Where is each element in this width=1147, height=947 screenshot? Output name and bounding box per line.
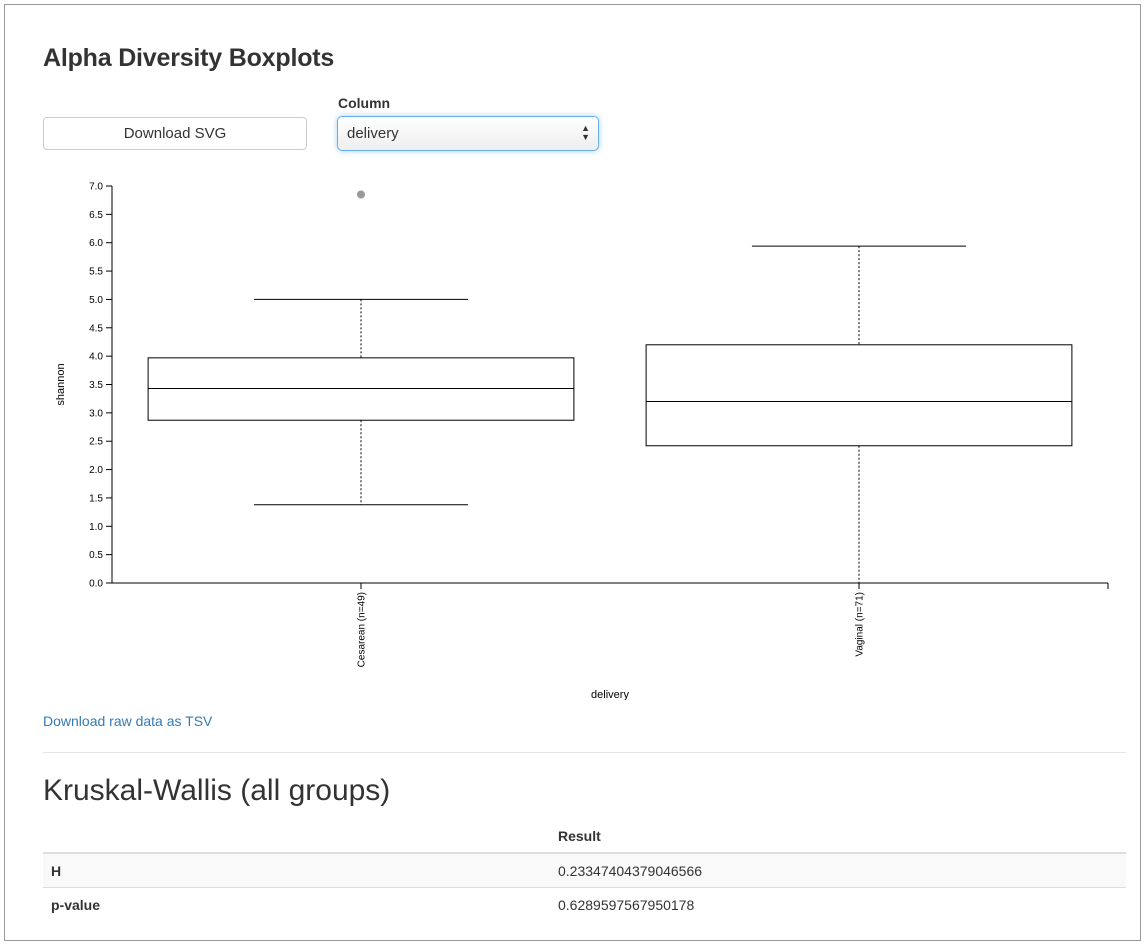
section-divider bbox=[43, 752, 1126, 753]
row-value: 0.23347404379046566 bbox=[550, 852, 1126, 888]
table-row: p-value 0.6289597567950178 bbox=[43, 887, 1126, 921]
column-select-value: delivery bbox=[347, 125, 399, 142]
y-tick-label: 2.5 bbox=[89, 437, 103, 448]
table-header-name bbox=[43, 820, 550, 854]
y-tick-label: 3.5 bbox=[89, 380, 103, 391]
y-tick-label: 6.5 bbox=[89, 210, 103, 221]
y-tick-label: 1.0 bbox=[89, 522, 103, 533]
y-axis-title: shannon bbox=[55, 363, 67, 405]
table-row: H 0.23347404379046566 bbox=[43, 852, 1126, 888]
x-tick-label: Vaginal (n=71) bbox=[855, 592, 866, 657]
y-tick-label: 7.0 bbox=[89, 182, 103, 193]
y-tick-label: 2.0 bbox=[89, 465, 103, 476]
box bbox=[645, 344, 1073, 447]
y-tick-label: 6.0 bbox=[89, 238, 103, 249]
y-tick-label: 1.5 bbox=[89, 493, 103, 504]
y-tick-label: 5.5 bbox=[89, 267, 103, 278]
stats-table: Result H 0.23347404379046566 p-value 0.6… bbox=[43, 820, 1126, 921]
page-title: Alpha Diversity Boxplots bbox=[43, 44, 335, 72]
select-arrows-icon: ▲ ▼ bbox=[581, 123, 590, 142]
y-tick-label: 4.0 bbox=[89, 352, 103, 363]
row-value: 0.6289597567950178 bbox=[550, 887, 1126, 921]
y-tick-label: 3.0 bbox=[89, 408, 103, 419]
row-name: p-value bbox=[43, 887, 550, 921]
page-frame bbox=[4, 4, 1141, 941]
boxplot-chart: 0.0 0.5 1.0 1.5 2.0 2.5 3.0 3.5 4.0 4.5 5.0 5.5 6.0 6… bbox=[55, 182, 1109, 700]
download-raw-data-link[interactable]: Download raw data as TSV bbox=[43, 713, 213, 729]
y-tick-label: 0.0 bbox=[89, 579, 103, 590]
column-select[interactable]: delivery ▲ ▼ bbox=[337, 116, 599, 151]
outlier-point bbox=[357, 190, 365, 199]
x-tick-label: Cesarean (n=49) bbox=[357, 592, 368, 667]
y-tick-label: 4.5 bbox=[89, 323, 103, 334]
section-title: Kruskal-Wallis (all groups) bbox=[43, 774, 391, 807]
x-axis-title: delivery bbox=[591, 689, 629, 700]
table-header-row: Result bbox=[43, 820, 1126, 854]
column-label: Column bbox=[338, 95, 391, 111]
y-tick-label: 0.5 bbox=[89, 550, 103, 561]
box bbox=[147, 357, 575, 421]
y-tick-label: 5.0 bbox=[89, 295, 103, 306]
table-header-result: Result bbox=[550, 820, 1126, 854]
row-name: H bbox=[43, 852, 550, 888]
download-svg-button[interactable]: Download SVG bbox=[43, 117, 307, 150]
